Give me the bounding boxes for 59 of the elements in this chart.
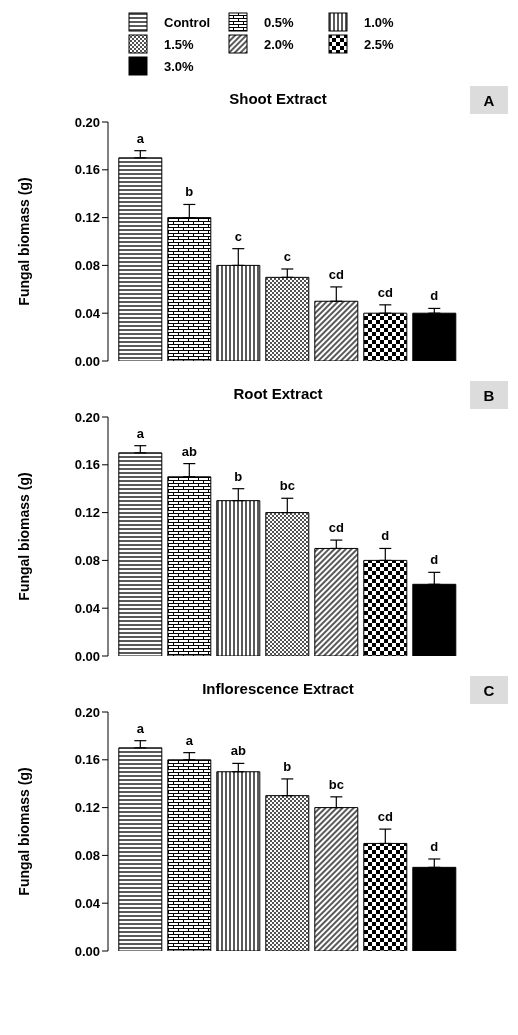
legend-label: 1.5% — [164, 36, 194, 52]
chart-title: Shoot Extract — [228, 90, 328, 107]
y-tick-label: 0.12 — [74, 800, 100, 816]
data-label: a — [136, 720, 145, 736]
data-label: bc — [279, 478, 295, 494]
y-axis-title: Fungal biomass (g) — [15, 767, 32, 896]
data-label: d — [430, 288, 439, 304]
data-label: c — [234, 228, 242, 244]
y-tick-label: 0.20 — [74, 114, 100, 130]
y-tick-label: 0.00 — [74, 648, 100, 664]
data-label: c — [283, 248, 291, 264]
y-tick-label: 0.00 — [74, 943, 100, 959]
y-tick-label: 0.00 — [74, 353, 100, 369]
data-label: cd — [377, 809, 393, 825]
bar — [118, 452, 163, 656]
data-label: d — [430, 838, 439, 854]
data-label: cd — [377, 284, 393, 300]
y-tick-label: 0.20 — [74, 704, 100, 720]
data-label: a — [136, 130, 145, 146]
bar — [118, 157, 163, 361]
y-tick-label: 0.08 — [74, 553, 100, 569]
data-label: d — [381, 528, 390, 544]
text: A — [470, 86, 508, 114]
y-tick-label: 0.16 — [74, 752, 100, 768]
data-label: ab — [181, 443, 197, 459]
text: B — [470, 381, 508, 409]
y-tick-label: 0.08 — [74, 848, 100, 864]
y-tick-label: 0.04 — [74, 305, 101, 321]
data-label: b — [234, 468, 243, 484]
text: C — [470, 676, 508, 704]
legend-label: 1.0% — [364, 14, 394, 30]
y-tick-label: 0.08 — [74, 258, 100, 274]
data-label: b — [283, 758, 292, 774]
data-label: cd — [328, 266, 344, 282]
y-tick-label: 0.12 — [74, 505, 100, 521]
y-tick-label: 0.16 — [74, 162, 100, 178]
legend-label: 2.5% — [364, 36, 394, 52]
y-tick-label: 0.20 — [74, 409, 100, 425]
data-label: cd — [328, 520, 344, 536]
y-tick-label: 0.04 — [74, 895, 101, 911]
data-label: d — [430, 552, 439, 568]
y-axis-title: Fungal biomass (g) — [15, 472, 32, 601]
bar — [412, 312, 457, 361]
chart-title: Inflorescence Extract — [201, 680, 355, 697]
legend-label: 2.0% — [264, 36, 294, 52]
legend-label: Control — [164, 14, 211, 30]
y-tick-label: 0.04 — [74, 600, 101, 616]
chart-title: Root Extract — [232, 385, 324, 402]
y-tick-label: 0.12 — [74, 210, 100, 226]
data-label: b — [185, 184, 194, 200]
legend-label: 0.5% — [264, 14, 294, 30]
data-label: a — [136, 425, 145, 441]
data-label: ab — [230, 743, 246, 759]
data-label: bc — [328, 776, 344, 792]
data-label: a — [185, 732, 194, 748]
bar — [118, 747, 163, 951]
legend-label: 3.0% — [164, 58, 194, 74]
y-tick-label: 0.16 — [74, 457, 100, 473]
y-axis-title: Fungal biomass (g) — [15, 177, 32, 306]
